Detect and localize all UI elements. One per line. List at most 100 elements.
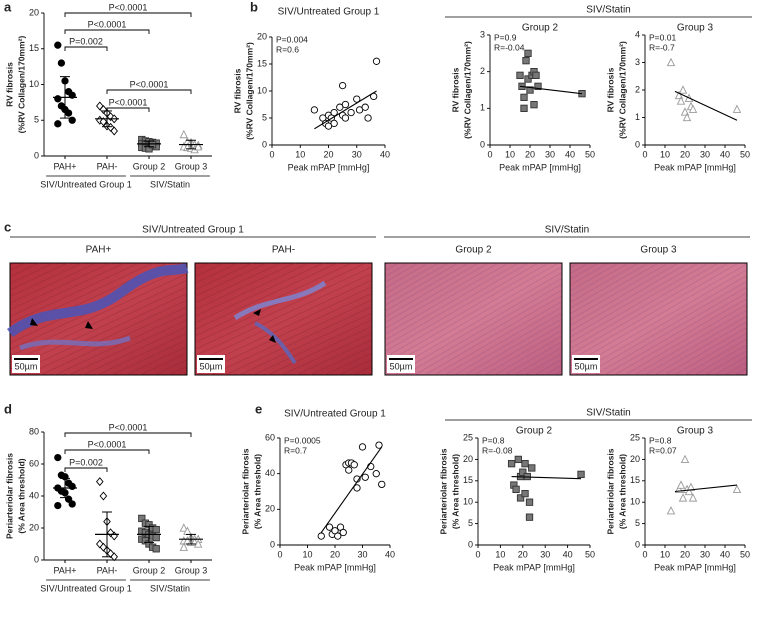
x-tick-label: 20 xyxy=(680,149,690,159)
y-axis-label: (% Area threshold) xyxy=(16,458,26,533)
point xyxy=(310,106,319,114)
point xyxy=(99,491,108,501)
y-axis-label: Periarteriolar fibrosis xyxy=(240,448,250,534)
point xyxy=(520,93,528,101)
x-tick-label: 20 xyxy=(518,549,528,559)
collagen xyxy=(233,280,327,321)
significance-bracket xyxy=(64,29,150,34)
annotation: P=0.8 xyxy=(649,435,672,445)
point xyxy=(110,552,118,562)
x-tick-label: 50 xyxy=(740,149,750,159)
x-tick-label: 50 xyxy=(585,149,595,159)
point xyxy=(353,95,361,103)
significance-bracket xyxy=(64,12,192,17)
y-tick-label: 10 xyxy=(630,497,640,507)
y-axis-label: RV fibrosis xyxy=(4,62,14,107)
scale-label: 50µm xyxy=(15,361,38,371)
point xyxy=(106,549,115,559)
point xyxy=(516,71,524,79)
y-tick-label: 1 xyxy=(635,112,640,122)
y-tick-label: 0 xyxy=(34,554,39,564)
annotation: P=0.01 xyxy=(649,32,676,42)
y-axis-label: Periarteriolar fibrosis xyxy=(605,448,615,534)
point xyxy=(347,108,355,117)
x-axis-label: Peak mPAP [mmHg] xyxy=(499,162,581,172)
point xyxy=(521,460,529,468)
x-tick-label: 30 xyxy=(540,549,550,559)
image-title: PAH- xyxy=(272,245,295,256)
x-tick-label: 40 xyxy=(380,149,390,159)
section-header: SIV/Statin xyxy=(545,225,589,236)
point xyxy=(334,532,342,540)
y-tick-label: 80 xyxy=(29,426,39,436)
y-tick-label: 40 xyxy=(29,490,39,500)
point xyxy=(179,542,189,551)
point xyxy=(530,101,538,109)
point xyxy=(317,532,325,540)
chart-title: SIV/Untreated Group 1 xyxy=(284,409,386,420)
significance-bracket xyxy=(106,107,150,112)
x-tick-label: 40 xyxy=(563,549,573,559)
group-label: SIV/Untreated Group 1 xyxy=(40,179,132,189)
arrow xyxy=(30,318,93,329)
annotation: P=0.9 xyxy=(494,32,517,42)
point xyxy=(64,109,73,117)
x-tick-label: 30 xyxy=(545,149,555,159)
chart-title: Group 2 xyxy=(516,426,553,437)
x-tick-label: 0 xyxy=(269,149,274,159)
annotation: P=0.0005 xyxy=(284,435,321,445)
x-tick-label: 20 xyxy=(330,549,340,559)
point xyxy=(682,112,692,122)
x-axis-label: Peak mPAP [mmHg] xyxy=(654,162,736,172)
p-value: P<0.0001 xyxy=(109,422,148,432)
point xyxy=(110,126,118,136)
point xyxy=(54,41,62,49)
group-label: SIV/Statin xyxy=(150,179,190,189)
y-tick-label: 0 xyxy=(262,139,267,149)
y-tick-label: 5 xyxy=(34,115,39,125)
panel-letter: e xyxy=(255,401,262,416)
point xyxy=(521,489,529,498)
point xyxy=(341,114,350,122)
y-tick-label: 0 xyxy=(480,139,485,149)
x-tick-label: Group 2 xyxy=(133,565,166,575)
y-axis-label: (%RV Collagen/170mm²) xyxy=(462,41,472,139)
point xyxy=(106,122,115,132)
point xyxy=(524,49,532,57)
point xyxy=(54,453,62,462)
group-label: SIV/Untreated Group 1 xyxy=(40,583,132,593)
point xyxy=(516,494,525,502)
collagen xyxy=(7,263,189,338)
point xyxy=(678,493,688,502)
y-tick-label: 20 xyxy=(29,7,39,17)
group-label: SIV/Statin xyxy=(150,583,190,593)
regression-line xyxy=(511,475,582,480)
point xyxy=(361,473,369,481)
point xyxy=(179,523,189,532)
point xyxy=(507,460,516,468)
panel-letter: c xyxy=(4,219,11,234)
y-tick-label: 0 xyxy=(635,139,640,149)
y-axis-label: Periarteriolar fibrosis xyxy=(438,448,448,534)
point xyxy=(525,513,534,521)
point xyxy=(688,104,698,113)
y-tick-label: 0 xyxy=(270,539,275,549)
image-title: Group 3 xyxy=(640,245,677,256)
x-axis-label: Peak mPAP [mmHg] xyxy=(493,562,575,572)
y-tick-label: 10 xyxy=(257,85,267,95)
p-value: P<0.0001 xyxy=(130,79,169,89)
point xyxy=(68,116,76,124)
point xyxy=(732,484,742,494)
p-value: P<0.0001 xyxy=(109,2,148,12)
point xyxy=(57,59,66,67)
y-tick-label: 0 xyxy=(635,539,640,549)
significance-bracket xyxy=(106,89,192,94)
point xyxy=(152,525,160,534)
arrow xyxy=(253,309,276,343)
point xyxy=(686,482,696,491)
annotation: R=-0.7 xyxy=(649,42,675,52)
y-tick-label: 0 xyxy=(34,150,39,160)
y-tick-label: 60 xyxy=(29,458,39,468)
point xyxy=(193,539,203,548)
